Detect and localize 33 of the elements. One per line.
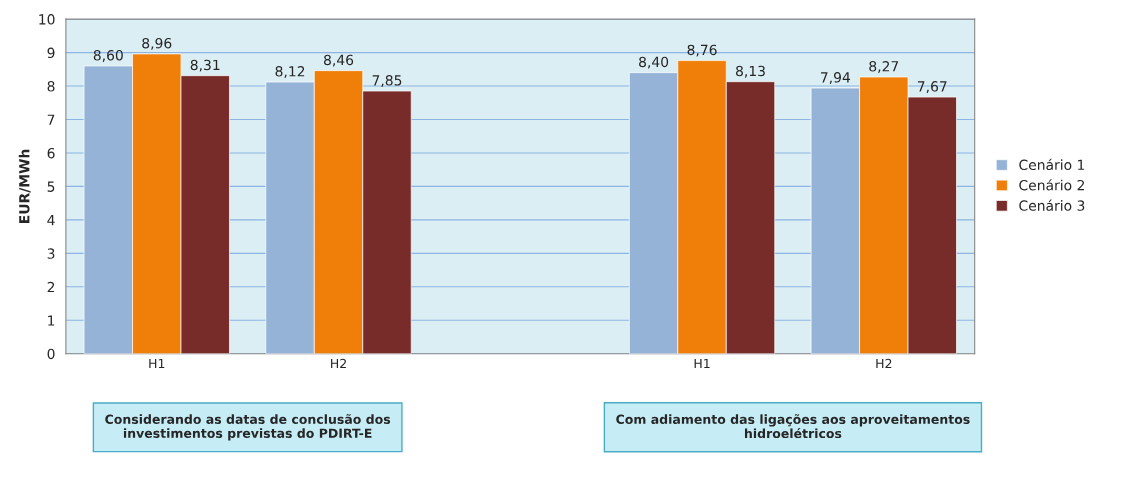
x-tick-label: H1 [149, 358, 165, 369]
legend-label: Cenário 3 [1019, 199, 1085, 211]
y-tick-label: 9 [47, 47, 55, 59]
data-label: 7,85 [372, 75, 402, 88]
data-label: 8,60 [93, 49, 123, 62]
y-tick-label: 10 [39, 14, 55, 25]
text: Considerando as datas de conclusão dos investimentos previstas do PDIRT-E [105, 414, 391, 441]
x-tick-label: H2 [331, 358, 346, 369]
data-label: 8,31 [190, 59, 220, 72]
data-label: 8,13 [736, 65, 765, 78]
data-label: 8,27 [869, 61, 899, 73]
legend-label: Cenário 1 [1019, 158, 1085, 171]
data-label: 8,96 [142, 37, 172, 50]
y-tick-label: 4 [47, 215, 55, 226]
x-tick-label: H1 [694, 358, 710, 369]
data-label: 7,94 [821, 72, 851, 84]
y-tick-label: 0 [47, 348, 55, 360]
y-tick-label: 6 [47, 147, 55, 159]
data-label: 8,12 [275, 66, 305, 78]
x-tick-label: H2 [876, 358, 892, 369]
y-tick-label: 5 [47, 181, 55, 192]
y-tick-label: 1 [48, 315, 55, 326]
data-label: 8,40 [639, 56, 669, 69]
data-label: 7,67 [917, 81, 947, 94]
y-tick-label: 3 [47, 248, 55, 259]
y-axis-title: EUR/MWh [18, 149, 31, 223]
y-tick-label: 8 [47, 81, 55, 92]
text: Com adiamento das ligações aos aproveitamentos hidroelétricos [616, 414, 970, 439]
data-label: 8,46 [324, 54, 354, 67]
data-label: 8,76 [687, 44, 717, 57]
y-tick-label: 7 [47, 114, 55, 125]
legend-label: Cenário 2 [1019, 179, 1084, 191]
y-tick-label: 2 [47, 281, 55, 293]
